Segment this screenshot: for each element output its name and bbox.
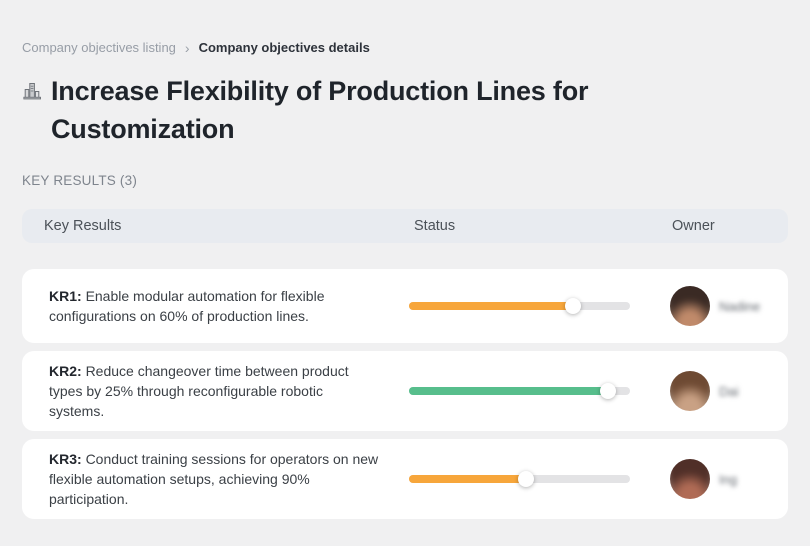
- owner-avatar-photo: [670, 459, 710, 499]
- owner-avatar-photo: [670, 286, 710, 326]
- slider-knob[interactable]: [564, 298, 581, 314]
- key-result-description: Conduct training sessions for operators …: [49, 451, 379, 507]
- progress-fill: [409, 475, 527, 483]
- key-result-text: KR1: Enable modular automation for flexi…: [49, 286, 381, 326]
- key-result-label: KR2:: [49, 363, 86, 379]
- owner-avatar: [670, 286, 710, 326]
- key-result-text: KR2: Reduce changeover time between prod…: [49, 361, 381, 421]
- owner-name: Nadine: [719, 298, 761, 314]
- owner-name: Ing: [719, 471, 738, 487]
- key-results-table-header: Key Results Status Owner: [22, 209, 788, 243]
- key-result-label: KR1:: [49, 288, 86, 304]
- status-progress-slider[interactable]: [409, 471, 630, 487]
- column-header-status: Status: [414, 218, 456, 234]
- slider-knob[interactable]: [518, 471, 535, 487]
- progress-fill: [409, 302, 573, 310]
- owner-cell: Dai: [670, 371, 758, 411]
- owner-cell: Nadine: [670, 286, 760, 326]
- key-result-row[interactable]: KR1: Enable modular automation for flexi…: [22, 269, 788, 343]
- breadcrumb-current-objectives-details: Company objectives details: [198, 40, 370, 55]
- column-header-owner: Owner: [672, 218, 715, 234]
- key-result-row[interactable]: KR3: Conduct training sessions for opera…: [22, 439, 788, 519]
- status-progress-slider[interactable]: [409, 298, 630, 314]
- progress-fill: [409, 387, 608, 395]
- key-result-description: Reduce changeover time between product t…: [49, 363, 349, 419]
- chevron-right-icon: ›: [184, 39, 190, 56]
- owner-avatar: [670, 371, 710, 411]
- buildings-icon: [22, 80, 42, 105]
- owner-cell: Ing: [670, 459, 758, 499]
- page-title: Increase Flexibility of Production Lines…: [51, 76, 589, 144]
- key-results-list: KR1: Enable modular automation for flexi…: [22, 269, 788, 519]
- key-result-text: KR3: Conduct training sessions for opera…: [49, 449, 381, 509]
- owner-avatar-photo: [670, 371, 710, 411]
- breadcrumb: Company objectives listing › Company obj…: [22, 40, 788, 55]
- breadcrumb-link-objectives-listing[interactable]: Company objectives listing: [22, 40, 176, 55]
- status-progress-slider[interactable]: [409, 383, 630, 399]
- owner-avatar: [670, 459, 710, 499]
- slider-knob[interactable]: [599, 383, 616, 399]
- key-result-description: Enable modular automation for flexible c…: [49, 288, 325, 324]
- owner-name: Dai: [719, 383, 739, 399]
- key-results-count-label: KEY RESULTS (3): [22, 173, 138, 188]
- key-result-label: KR3:: [49, 451, 86, 467]
- key-result-row[interactable]: KR2: Reduce changeover time between prod…: [22, 351, 788, 431]
- column-header-key-results: Key Results: [44, 218, 122, 234]
- objective-title-row: Increase Flexibility of Production Lines…: [22, 72, 788, 148]
